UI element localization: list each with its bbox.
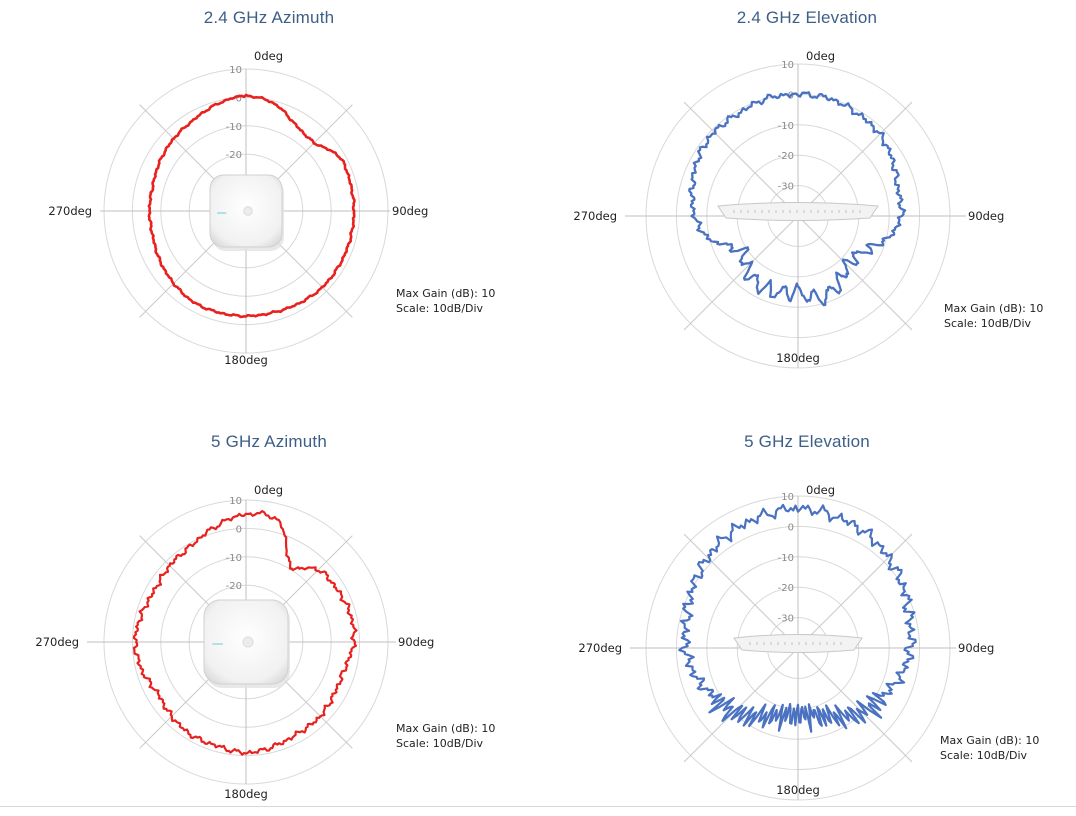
deg-label-0: 0deg <box>254 49 283 63</box>
pattern-line <box>147 93 356 319</box>
grid-spoke <box>683 101 799 217</box>
r-tick-label: -30 <box>778 614 794 625</box>
deg-label-90: 90deg <box>392 204 428 218</box>
deg-label-0: 0deg <box>806 483 835 497</box>
max-gain-label: Max Gain (dB): 10 <box>944 302 1043 315</box>
r-tick-label: -20 <box>226 581 242 592</box>
chart-title: 2.4 GHz Azimuth <box>203 8 335 27</box>
grid-spoke <box>797 647 913 763</box>
ap-body <box>717 202 879 221</box>
r-tick-label: 0 <box>236 93 242 104</box>
r-tick-label: -20 <box>226 150 242 161</box>
chart-5ghz-azimuth: 5 GHz Azimuth 10 0 -10 -20 0deg 90deg 180deg 27… <box>0 408 538 816</box>
r-tick-labels: 100-10-20-30 <box>778 60 794 193</box>
chart-title: 5 GHz Elevation <box>744 432 870 451</box>
r-tick-label: -10 <box>226 553 242 564</box>
deg-label-270: 270deg <box>48 204 92 218</box>
bottom-divider <box>0 806 1076 807</box>
deg-label-90: 90deg <box>398 635 434 649</box>
deg-label-90: 90deg <box>958 641 994 655</box>
deg-label-180: 180deg <box>224 353 268 367</box>
max-gain-label: Max Gain (dB): 10 <box>396 722 495 735</box>
deg-label-0: 0deg <box>254 483 283 497</box>
scale-label: Scale: 10dB/Div <box>940 749 1028 762</box>
r-tick-labels: 10 0 -10 -20 -30 <box>778 492 794 625</box>
r-tick-label: -10 <box>778 121 794 132</box>
deg-label-270: 270deg <box>578 641 622 655</box>
chart-5ghz-elevation: 5 GHz Elevation 10 0 -10 -20 -30 0deg 90deg 180… <box>538 408 1076 816</box>
access-point-top-view <box>209 174 284 251</box>
chart-24ghz-azimuth: 2.4 GHz Azimuth 10 0 -10 -20 0deg 90deg 180deg… <box>0 0 538 408</box>
grid-spoke <box>683 533 799 649</box>
r-tick-label: 0 <box>788 522 794 533</box>
max-gain-label: Max Gain (dB): 10 <box>396 287 495 300</box>
scale-label: Scale: 10dB/Div <box>396 302 484 315</box>
scale-label: Scale: 10dB/Div <box>396 737 484 750</box>
chart-title: 2.4 GHz Elevation <box>736 8 878 27</box>
r-tick-label: -30 <box>778 182 794 193</box>
pattern-line <box>132 509 358 756</box>
r-tick-label: -10 <box>226 122 242 133</box>
chart-24ghz-elevation: 2.4 GHz Elevation 10 0 -10 -20 -30 0deg 90deg 1… <box>538 0 1076 408</box>
pattern-line <box>688 91 907 307</box>
pattern-line <box>678 503 917 733</box>
r-tick-label: 10 <box>229 65 242 76</box>
chart-title: 5 GHz Azimuth <box>211 432 327 451</box>
r-tick-labels: 10 0 -10 -20 <box>226 496 242 592</box>
grid-spoke <box>683 215 799 331</box>
access-point-top-view <box>203 599 290 688</box>
r-tick-label: -20 <box>778 151 794 162</box>
grid-spoke <box>797 215 913 331</box>
deg-label-90: 90deg <box>968 209 1004 223</box>
r-tick-label: 10 <box>781 492 794 503</box>
deg-label-180: 180deg <box>776 351 820 365</box>
r-tick-label: 0 <box>236 524 242 535</box>
deg-label-180: 180deg <box>776 783 820 797</box>
polar-plot: 10 0 -10 -20 -30 0deg 90deg 180deg 270deg Max Gai… <box>578 483 1039 801</box>
r-tick-label: 10 <box>781 60 794 71</box>
grid-spokes <box>625 64 966 368</box>
deg-label-270: 270deg <box>35 635 79 649</box>
ap-logo <box>243 206 253 216</box>
access-point-side-view <box>717 202 879 221</box>
r-tick-label: -20 <box>778 583 794 594</box>
polar-plot: 10 0 -10 -20 0deg 90deg 180deg 270deg Max Gain (… <box>48 49 495 367</box>
grid-spoke <box>797 533 913 649</box>
r-tick-label: -10 <box>778 553 794 564</box>
ap-logo <box>242 636 254 648</box>
grid-spoke <box>797 101 913 217</box>
ap-body <box>733 634 863 653</box>
deg-label-0: 0deg <box>806 49 835 63</box>
scale-label: Scale: 10dB/Div <box>944 317 1032 330</box>
r-tick-labels: 10 0 -10 -20 <box>226 65 242 161</box>
grid-spoke <box>683 647 799 763</box>
max-gain-label: Max Gain (dB): 10 <box>940 734 1039 747</box>
deg-label-180: 180deg <box>224 787 268 801</box>
r-tick-label: 10 <box>229 496 242 507</box>
deg-label-270: 270deg <box>573 209 617 223</box>
access-point-side-view <box>733 634 863 653</box>
polar-plot: 10 0 -10 -20 0deg 90deg 180deg 270deg Max Gain (… <box>35 483 495 801</box>
